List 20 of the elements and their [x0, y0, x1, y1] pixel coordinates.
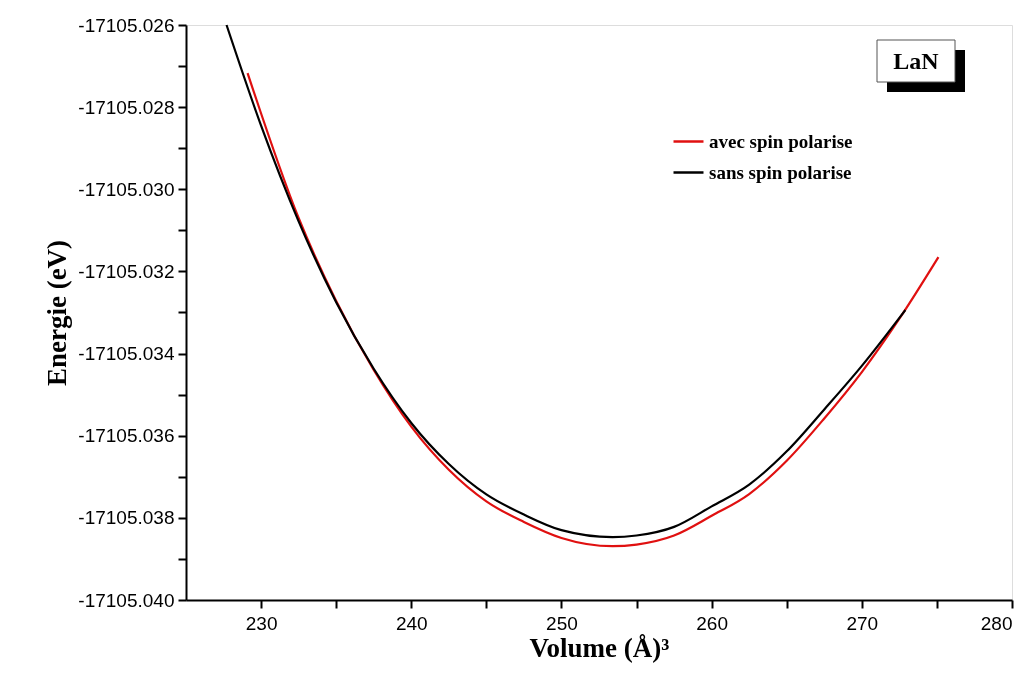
legend-label: sans spin polarise — [709, 161, 852, 183]
y-tick-label: -17105.026 — [78, 14, 175, 36]
y-tick-label: -17105.040 — [78, 589, 175, 611]
x-tick-label: 250 — [546, 612, 578, 634]
y-tick-label: -17105.034 — [78, 343, 175, 365]
annotation: LaN — [893, 48, 940, 74]
x-tick-label: 260 — [696, 612, 728, 634]
x-tick-label: 280 — [980, 612, 1013, 634]
x-tick-label: 240 — [395, 612, 428, 634]
x-tick-label: 270 — [846, 612, 879, 634]
legend-label: avec spin polarise — [709, 130, 853, 152]
line-series — [246, 71, 940, 548]
y-tick-label: -17105.038 — [78, 507, 175, 529]
y-tick-label: -17105.028 — [78, 96, 175, 118]
y-tick-label: -17105.030 — [78, 178, 175, 200]
x-axis-title: Volume (Å)³ — [529, 632, 670, 663]
y-tick-label: -17105.032 — [78, 260, 175, 282]
y-axis-title: Energie (eV) — [42, 239, 73, 387]
y-tick-label: -17105.036 — [78, 425, 175, 447]
x-tick-label: 230 — [245, 612, 278, 634]
